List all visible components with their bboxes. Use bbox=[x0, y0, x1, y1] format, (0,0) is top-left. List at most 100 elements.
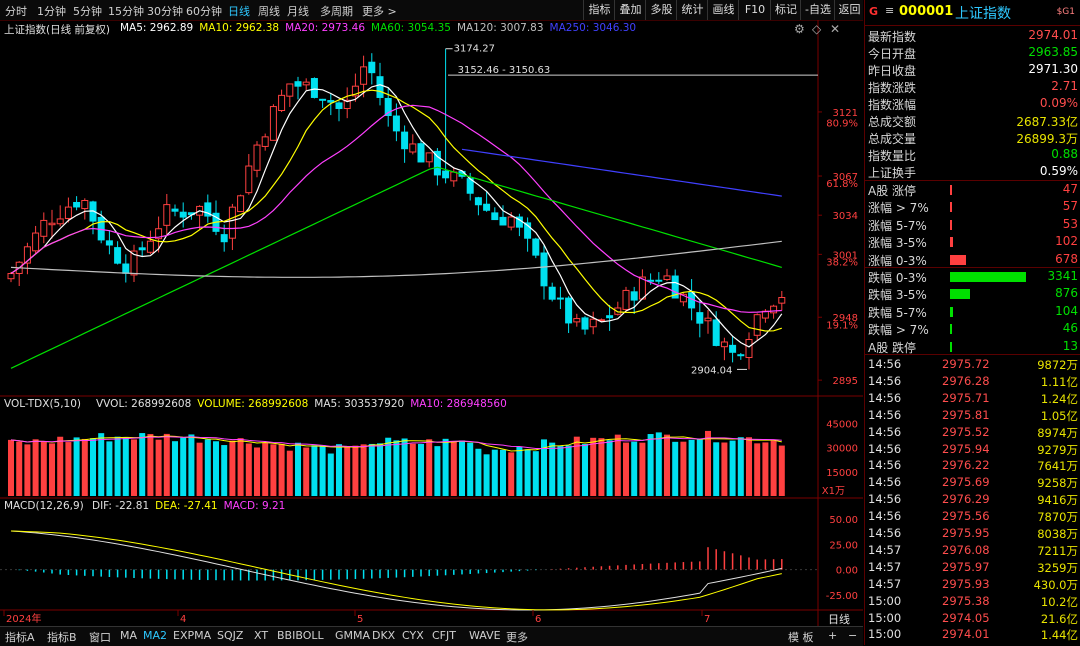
period-toolbar: 分时 1分钟 5分钟 15分钟 30分钟 60分钟 日线 周线 月线 多周期 更多 > 指标 叠加 多股… bbox=[0, 0, 863, 21]
volume-bar bbox=[614, 434, 621, 496]
volume-bar bbox=[57, 436, 64, 496]
template-button[interactable]: 模 板 bbox=[788, 631, 814, 644]
menu-icon[interactable]: ≡ bbox=[885, 4, 895, 17]
tick-row: 15:00 2974.05 21.6亿 bbox=[868, 610, 1078, 627]
candlestick-chart[interactable]: 3121 3067 3034 3001 2948 2895 80.9% 61.8% 38.2% 1… bbox=[0, 20, 863, 626]
volume-bar bbox=[565, 445, 572, 496]
index-badge: $G1 bbox=[1056, 7, 1075, 17]
candle-body bbox=[540, 252, 548, 287]
indicator-tab-12[interactable]: CFJT bbox=[432, 629, 456, 642]
period-tab-6[interactable]: 日线 bbox=[228, 5, 250, 18]
tick-time: 15:00 bbox=[868, 593, 902, 608]
period-tab-9[interactable]: 多周期 bbox=[320, 5, 353, 18]
breadth-value: 876 bbox=[1055, 286, 1078, 301]
close-icon[interactable]: ✕ bbox=[830, 22, 841, 36]
toolbar-button-0[interactable]: 指标 bbox=[583, 0, 615, 20]
candle-body bbox=[565, 297, 573, 324]
toolbar-button-3[interactable]: 统计 bbox=[676, 0, 708, 20]
volume-bar bbox=[139, 433, 146, 496]
settings-icon[interactable]: ⚙ bbox=[794, 22, 805, 36]
fib-label: 80.9% bbox=[826, 119, 858, 130]
indicator-tab-3[interactable]: MA bbox=[120, 629, 138, 642]
indicator-tab-4[interactable]: MA2 bbox=[143, 629, 168, 642]
volume-bar bbox=[623, 442, 629, 496]
period-tab-7[interactable]: 周线 bbox=[258, 5, 280, 18]
volume-bar bbox=[459, 440, 465, 496]
toolbar-button-5[interactable]: F10 bbox=[738, 0, 771, 20]
tick-time: 14:56 bbox=[868, 441, 902, 456]
indicator-tab-11[interactable]: CYX bbox=[402, 629, 424, 642]
indicator-tab-10[interactable]: DKX bbox=[372, 629, 396, 642]
candle-body bbox=[310, 78, 318, 98]
breadth-label: 跌幅 5-7% bbox=[868, 305, 927, 320]
volume-bar bbox=[746, 437, 752, 496]
volume-bar bbox=[122, 437, 129, 496]
indicator-tab-1[interactable]: 指标B bbox=[47, 631, 77, 644]
candle-body bbox=[138, 247, 146, 251]
indicator-tabs: 指标A 指标B 窗口 MA MA2 EXPMA SQJZ XT BBIBOLL GMMA DKX CY… bbox=[0, 613, 863, 646]
tick-amount: 8038万 bbox=[1037, 527, 1078, 541]
date-axis-label: 5 bbox=[357, 614, 363, 625]
indicator-tab-13[interactable]: WAVE bbox=[469, 629, 501, 642]
volume-bar bbox=[516, 446, 523, 496]
period-tab-3[interactable]: 15分钟 bbox=[108, 5, 144, 18]
volume-bar bbox=[393, 440, 400, 496]
volume-ma10-line bbox=[10, 436, 782, 450]
collapse-icon[interactable]: ◇ bbox=[812, 22, 822, 36]
tick-row: 14:56 2975.56 7870万 bbox=[868, 508, 1078, 525]
candle-body bbox=[302, 81, 310, 86]
candle-body bbox=[179, 211, 187, 218]
toolbar-button-6[interactable]: 标记 bbox=[770, 0, 801, 20]
tick-amount: 8974万 bbox=[1037, 425, 1078, 440]
group-icon[interactable]: G bbox=[869, 5, 879, 18]
candle-body bbox=[499, 216, 507, 226]
macd-axis-label: 50.00 bbox=[829, 515, 858, 526]
indicator-tab-9[interactable]: GMMA bbox=[335, 629, 371, 642]
candle-body bbox=[105, 240, 113, 246]
volume-bar bbox=[754, 443, 761, 496]
quote-label: 指数涨幅 bbox=[868, 98, 917, 112]
indicator-tab-8[interactable]: BBIBOLL bbox=[277, 629, 324, 642]
candle-body bbox=[261, 136, 269, 147]
tick-price: 2974.01 bbox=[942, 627, 990, 642]
candle-body bbox=[269, 106, 277, 141]
indicator-tab-5[interactable]: EXPMA bbox=[173, 629, 212, 642]
candle-body bbox=[319, 98, 327, 101]
breadth-row: 跌幅 > 7% 46 bbox=[868, 320, 1078, 338]
candle-body bbox=[228, 206, 236, 239]
tick-time: 14:57 bbox=[868, 576, 902, 591]
tick-amount: 7870万 bbox=[1037, 510, 1078, 525]
toolbar-button-2[interactable]: 多股 bbox=[645, 0, 677, 20]
toolbar-button-1[interactable]: 叠加 bbox=[614, 0, 646, 20]
tick-row: 14:56 2975.69 9258万 bbox=[868, 474, 1078, 491]
candle-body bbox=[655, 279, 663, 282]
zoom-in-button[interactable]: + bbox=[828, 629, 838, 642]
period-label: 日线 bbox=[828, 613, 850, 626]
zoom-out-button[interactable]: − bbox=[848, 629, 858, 642]
candle-body bbox=[401, 131, 409, 150]
period-tab-8[interactable]: 月线 bbox=[287, 5, 309, 18]
chart-area[interactable]: 3121 3067 3034 3001 2948 2895 80.9% 61.8% 38.2% 1… bbox=[0, 20, 863, 626]
period-tab-0[interactable]: 分时 bbox=[5, 5, 27, 18]
indicator-tab-6[interactable]: SQJZ bbox=[217, 629, 244, 642]
period-tab-1[interactable]: 1分钟 bbox=[37, 5, 66, 18]
toolbar-button-7[interactable]: -自选 bbox=[800, 0, 835, 20]
indicator-tab-2[interactable]: 窗口 bbox=[89, 631, 111, 644]
ma250-line bbox=[461, 148, 782, 197]
period-tab-4[interactable]: 30分钟 bbox=[147, 5, 183, 18]
period-tab-2[interactable]: 5分钟 bbox=[73, 5, 102, 18]
breadth-bar bbox=[950, 289, 970, 300]
indicator-tab-0[interactable]: 指标A bbox=[5, 631, 35, 644]
toolbar-button-8[interactable]: 返回 bbox=[834, 0, 864, 20]
tick-row: 15:00 2975.38 10.2亿 bbox=[868, 593, 1078, 610]
toolbar-button-4[interactable]: 画线 bbox=[707, 0, 739, 20]
candle-body bbox=[409, 143, 417, 153]
volume-bar bbox=[385, 437, 392, 496]
quote-value: 0.09% bbox=[1039, 96, 1078, 110]
quote-row: 指数涨幅 0.09% bbox=[868, 95, 1078, 113]
indicator-tab-7[interactable]: XT bbox=[254, 629, 269, 642]
tick-amount: 7641万 bbox=[1037, 459, 1078, 474]
period-tab-10[interactable]: 更多 > bbox=[362, 5, 397, 18]
period-tab-5[interactable]: 60分钟 bbox=[186, 5, 222, 18]
indicator-tab-14[interactable]: 更多 bbox=[506, 631, 528, 644]
